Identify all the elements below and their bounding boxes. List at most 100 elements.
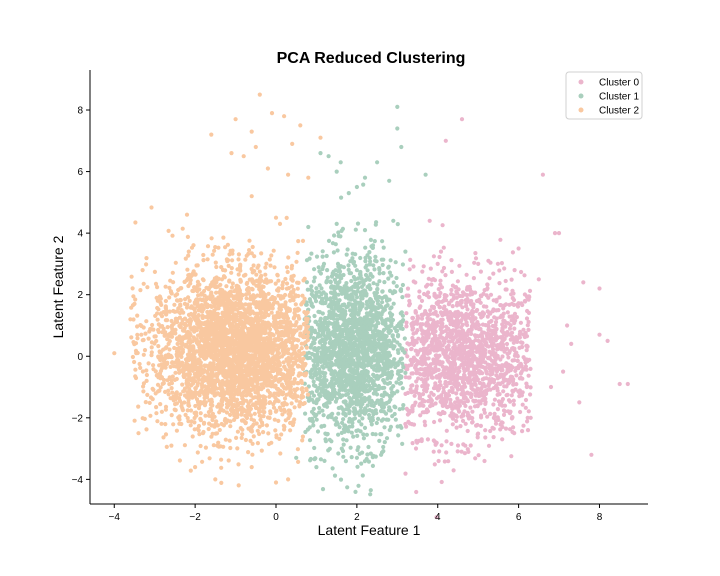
- data-point: [509, 454, 514, 459]
- data-point: [379, 418, 384, 423]
- data-point: [362, 175, 368, 180]
- data-point: [446, 459, 451, 464]
- data-point: [483, 396, 488, 401]
- data-point: [519, 269, 524, 275]
- data-point: [516, 301, 521, 306]
- data-point: [460, 293, 465, 299]
- data-point: [284, 215, 289, 220]
- data-point: [502, 266, 507, 271]
- data-point: [153, 281, 159, 286]
- data-point: [468, 292, 473, 297]
- data-point: [455, 405, 460, 410]
- data-point: [625, 381, 630, 387]
- data-point: [345, 247, 350, 252]
- data-point: [436, 367, 441, 372]
- data-point: [435, 347, 440, 352]
- data-point: [367, 250, 372, 255]
- data-point: [358, 293, 363, 298]
- data-point: [514, 335, 519, 340]
- data-point: [355, 433, 360, 438]
- data-point: [351, 274, 356, 280]
- data-point: [482, 330, 487, 335]
- data-point: [319, 286, 324, 291]
- data-point: [307, 438, 313, 443]
- data-point: [365, 302, 370, 307]
- data-point: [228, 445, 233, 451]
- data-point: [341, 417, 346, 422]
- data-point: [170, 233, 175, 238]
- data-point: [432, 329, 437, 334]
- data-point: [163, 298, 168, 304]
- data-point: [364, 306, 369, 311]
- data-point: [201, 252, 206, 258]
- data-point: [313, 456, 318, 461]
- data-point: [368, 385, 373, 391]
- data-point: [155, 305, 160, 311]
- data-point: [397, 381, 402, 386]
- data-point: [347, 388, 352, 393]
- data-point: [488, 411, 493, 416]
- data-point: [400, 441, 405, 446]
- data-point: [503, 426, 509, 431]
- data-point: [369, 340, 374, 346]
- data-point: [464, 351, 469, 357]
- data-point: [503, 347, 509, 352]
- data-point: [500, 314, 505, 319]
- data-point: [354, 184, 359, 190]
- data-point: [451, 468, 456, 473]
- data-point: [455, 443, 461, 448]
- data-point: [353, 400, 358, 405]
- data-point: [425, 316, 430, 321]
- data-point: [426, 399, 431, 404]
- data-point: [476, 399, 481, 404]
- data-point: [472, 404, 478, 409]
- data-point: [486, 443, 492, 448]
- data-point: [437, 359, 442, 364]
- data-point: [443, 138, 448, 143]
- data-point: [467, 374, 472, 379]
- data-point: [311, 379, 316, 384]
- data-point: [431, 392, 436, 397]
- data-point: [411, 264, 416, 269]
- data-point: [377, 294, 382, 300]
- data-point: [356, 329, 361, 334]
- data-point: [392, 391, 397, 396]
- data-point: [347, 411, 352, 416]
- data-point: [452, 357, 457, 362]
- data-point: [520, 429, 525, 434]
- data-point: [406, 419, 411, 424]
- data-point: [404, 311, 409, 316]
- data-point: [264, 261, 269, 266]
- data-point: [414, 390, 419, 395]
- data-point: [525, 428, 531, 433]
- data-point: [427, 349, 432, 354]
- data-point: [432, 278, 438, 283]
- data-point: [465, 447, 470, 452]
- data-point: [365, 326, 370, 331]
- data-point: [336, 327, 341, 332]
- data-point: [359, 392, 364, 397]
- data-point: [475, 432, 480, 437]
- data-point: [354, 268, 359, 273]
- data-point: [362, 459, 367, 464]
- data-point: [190, 288, 195, 293]
- data-point: [460, 322, 465, 327]
- data-point: [394, 284, 399, 289]
- data-point: [452, 362, 458, 367]
- data-point: [489, 328, 494, 333]
- data-point: [497, 295, 502, 300]
- data-point: [500, 322, 505, 327]
- data-point: [565, 323, 570, 328]
- data-point: [391, 218, 396, 223]
- data-point: [407, 267, 412, 272]
- data-point: [509, 292, 514, 297]
- data-point: [449, 313, 454, 318]
- data-point: [431, 361, 436, 366]
- data-point: [480, 377, 485, 382]
- data-point: [386, 264, 391, 269]
- data-point: [439, 443, 444, 448]
- data-point: [485, 314, 490, 319]
- data-point: [509, 330, 515, 335]
- data-point: [338, 477, 344, 482]
- data-point: [464, 272, 469, 277]
